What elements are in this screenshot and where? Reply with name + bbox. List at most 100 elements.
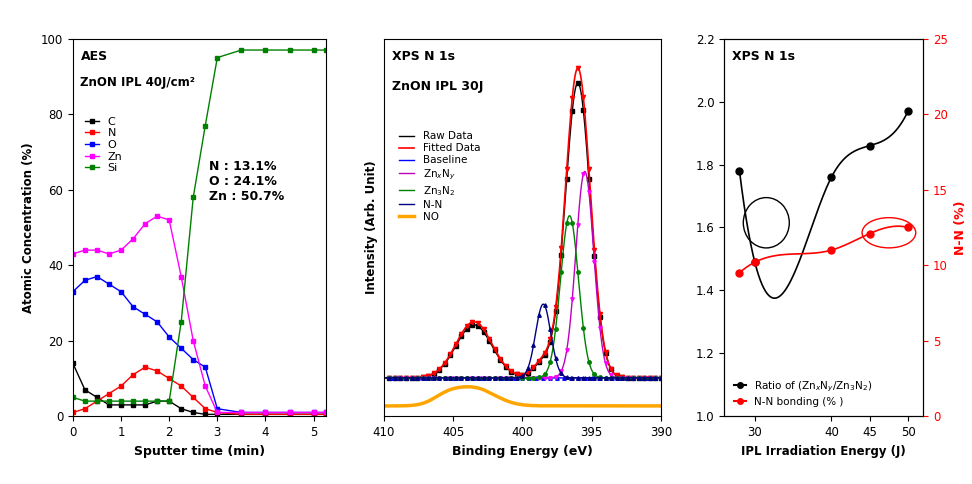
Si [175,319,187,325]
Si [152,398,163,404]
Line: Zn: Zn [70,214,329,415]
Text: ZnON IPL 30J: ZnON IPL 30J [393,80,484,93]
O [91,273,103,279]
C [67,361,79,366]
Text: ZnON IPL 40J/cm²: ZnON IPL 40J/cm² [81,76,195,90]
N [127,372,139,378]
N [260,411,271,417]
Zn [175,273,187,279]
Raw Data [386,375,398,381]
Zn [199,383,211,389]
Zn [212,409,224,415]
C [139,402,151,408]
N-N [641,375,652,381]
Zn$_3$N$_2$ [386,375,398,381]
N [103,391,115,396]
N [139,364,151,370]
Raw Data [386,375,398,381]
Zn [67,251,79,257]
O [152,319,163,325]
NO [641,403,652,409]
Zn [91,247,103,253]
Zn$_x$N$_y$ [378,375,390,381]
Legend: C, N, O, Zn, Si: C, N, O, Zn, Si [81,112,126,178]
O [116,289,127,295]
N [308,411,320,417]
Line: Zn$_x$N$_y$: Zn$_x$N$_y$ [384,171,661,378]
O [188,357,199,363]
O [320,409,331,415]
N-N [655,375,667,381]
Baseline [528,375,539,381]
O [235,409,247,415]
C [320,411,331,417]
C [163,398,175,404]
Zn [260,409,271,415]
Raw Data [436,363,448,369]
Zn$_3$N$_2$ [378,375,390,381]
N [212,409,224,415]
Si [260,47,271,53]
Zn$_x$N$_y$ [528,375,539,381]
Line: Si: Si [70,47,329,404]
Line: Raw Data: Raw Data [384,83,661,378]
N-N [528,343,539,348]
Si [308,47,320,53]
NO [386,403,398,409]
O [139,311,151,317]
N [175,383,187,389]
NO [528,403,539,408]
Zn [127,236,139,242]
Text: AES: AES [81,50,108,63]
Si [91,398,103,404]
Zn [320,409,331,415]
Zn [139,221,151,227]
Zn [116,247,127,253]
Zn [152,213,163,219]
Si [163,398,175,404]
O [175,346,187,351]
Line: N-N: N-N [384,304,661,378]
Line: N: N [70,365,329,417]
Fitted Data [386,375,398,381]
Line: Zn$_3$N$_2$: Zn$_3$N$_2$ [384,216,661,378]
Baseline [437,375,449,381]
N [284,411,295,417]
Si [199,122,211,128]
Baseline [386,375,398,381]
Y-axis label: Intensity (Arb. Unit): Intensity (Arb. Unit) [365,161,378,294]
Zn [79,247,90,253]
NO [386,403,398,409]
Fitted Data [378,375,390,381]
Si [79,398,90,404]
Fitted Data [655,375,667,381]
Baseline [655,375,667,381]
C [199,411,211,417]
Line: O: O [70,274,329,415]
Si [235,47,247,53]
Zn$_3$N$_2$ [436,375,448,381]
O [260,409,271,415]
N [116,383,127,389]
NO [436,390,448,396]
N [320,411,331,417]
O [67,289,79,295]
Fitted Data [641,375,652,381]
Zn$_3$N$_2$ [528,375,539,381]
Raw Data [378,375,390,381]
Si [103,398,115,404]
Zn$_3$N$_2$ [641,375,652,381]
Zn$_3$N$_2$ [386,375,398,381]
Zn [235,409,247,415]
Y-axis label: Atomic Concentration (%): Atomic Concentration (%) [22,142,35,313]
Si [212,55,224,60]
O [127,304,139,310]
C [79,387,90,393]
Line: C: C [70,361,329,417]
O [212,406,224,411]
Zn [103,251,115,257]
Y-axis label: N-N (%): N-N (%) [954,200,966,255]
Zn$_x$N$_y$ [386,375,398,381]
Raw Data [572,80,583,86]
Si [116,398,127,404]
